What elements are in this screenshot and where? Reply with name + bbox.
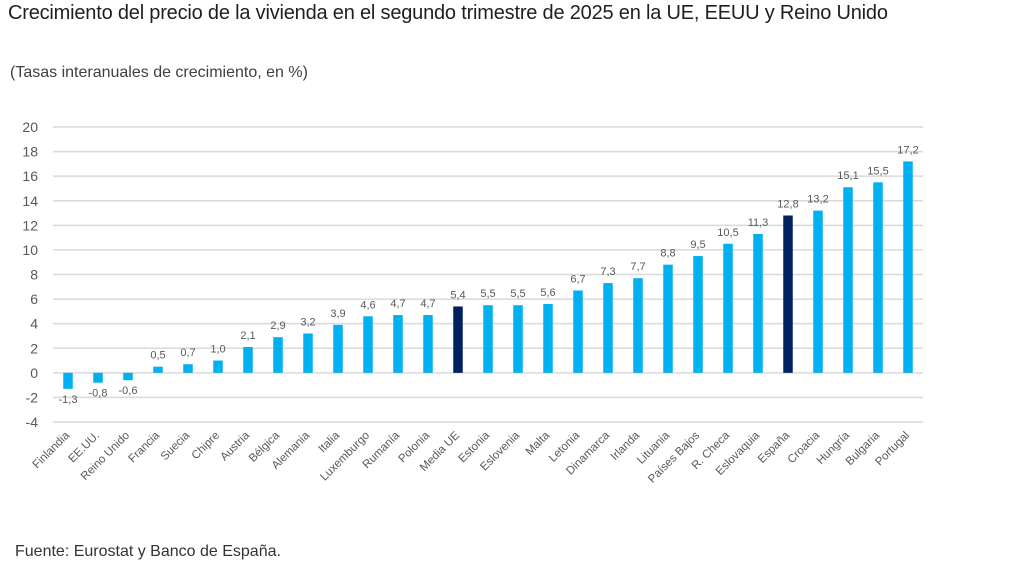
bar-países-bajos <box>693 256 703 373</box>
data-label: 6,7 <box>570 273 585 285</box>
x-tick-label: Suecia <box>159 429 193 463</box>
data-label: 2,9 <box>270 320 285 332</box>
y-tick-label: -4 <box>26 414 39 430</box>
y-tick-label: 4 <box>30 316 38 332</box>
data-label: 5,6 <box>540 287 555 299</box>
y-tick-label: 20 <box>22 119 38 135</box>
bar-bulgaria <box>873 182 883 373</box>
bar-hungría <box>843 187 853 373</box>
x-tick-label: Finlandia <box>31 429 73 471</box>
data-label: 17,2 <box>897 144 918 156</box>
bar-suecia <box>183 364 193 373</box>
data-label: 15,5 <box>867 165 888 177</box>
bar-eslovaquia <box>753 233 763 373</box>
bar-malta <box>543 304 553 373</box>
bar-estonia <box>483 305 493 373</box>
bar-italia <box>333 324 343 373</box>
chart-title: Crecimiento del precio de la vivienda en… <box>8 2 888 24</box>
data-label: 5,4 <box>450 289 465 301</box>
bar-dinamarca <box>603 283 613 373</box>
bar-media-ue <box>453 306 463 373</box>
y-tick-label: 18 <box>22 144 38 160</box>
bar-portugal <box>903 161 913 373</box>
data-labels: -1,3 -0,8 -0,6 0,5 0,7 1,0 2,1 2,9 3,2 3,9 4,6 4,7 4… <box>59 144 919 405</box>
data-label: 4,7 <box>390 298 405 310</box>
data-label: 0,7 <box>180 347 195 359</box>
y-tick-label: -2 <box>26 389 39 405</box>
data-label: 10,5 <box>717 227 738 239</box>
y-tick-label: 8 <box>30 267 38 283</box>
bar-croacia <box>813 210 823 373</box>
bar-irlanda <box>633 278 643 373</box>
data-label: 5,5 <box>510 288 525 300</box>
bar-rumanía <box>393 315 403 373</box>
bar-españa <box>783 215 793 373</box>
data-label: 8,8 <box>660 248 675 260</box>
x-tick-label: Austria <box>218 429 252 463</box>
bar-polonia <box>423 315 433 373</box>
data-label: -0,6 <box>119 385 138 397</box>
y-tick-label: 0 <box>30 365 38 381</box>
data-label: 3,2 <box>300 317 315 329</box>
bar-chipre <box>213 360 223 373</box>
bar-ee-uu- <box>93 372 103 383</box>
bars <box>63 161 913 389</box>
data-label: -1,3 <box>59 394 78 406</box>
bar-alemania <box>303 333 313 373</box>
x-tick-label: Francia <box>127 429 163 465</box>
bar-letonia <box>573 290 583 373</box>
bar-lituania <box>663 264 673 373</box>
y-tick-label: 6 <box>30 291 38 307</box>
data-label: -0,8 <box>89 388 108 400</box>
x-tick-label: Italia <box>316 429 342 455</box>
data-label: 9,5 <box>690 239 705 251</box>
y-tick-label: 12 <box>22 217 38 233</box>
y-tick-label: 16 <box>22 168 38 184</box>
bar-r-checa <box>723 243 733 373</box>
data-label: 7,3 <box>600 266 615 278</box>
bar-finlandia <box>63 372 73 389</box>
bar-francia <box>153 366 163 373</box>
data-label: 11,3 <box>748 217 769 229</box>
data-label: 12,8 <box>777 199 798 211</box>
bar-reino-unido <box>123 372 133 381</box>
y-tick-label: 14 <box>22 193 38 209</box>
bar-bélgica <box>273 337 283 373</box>
bar-eslovenia <box>513 305 523 373</box>
y-tick-label: 10 <box>22 242 38 258</box>
bar-luxemburgo <box>363 316 373 373</box>
data-label: 2,1 <box>240 330 255 342</box>
y-tick-label: 2 <box>30 340 38 356</box>
data-label: 3,9 <box>330 308 345 320</box>
data-label: 5,5 <box>480 288 495 300</box>
data-label: 0,5 <box>150 350 165 362</box>
data-label: 7,7 <box>630 261 645 273</box>
data-label: 13,2 <box>807 194 828 206</box>
x-tick-label: Chipre <box>190 430 222 462</box>
bar-austria <box>243 347 253 373</box>
data-label: 15,1 <box>837 170 858 182</box>
data-label: 4,7 <box>420 298 435 310</box>
source-note: Fuente: Eurostat y Banco de España. <box>15 543 281 560</box>
chart-subtitle: (Tasas interanuales de crecimiento, en %… <box>10 64 308 81</box>
data-label: 4,6 <box>360 299 375 311</box>
data-label: 1,0 <box>210 344 225 356</box>
